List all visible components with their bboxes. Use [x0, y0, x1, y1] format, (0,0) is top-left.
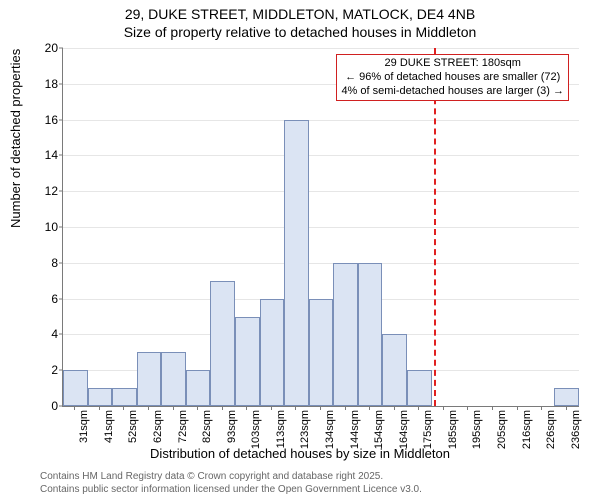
x-tick-label: 31sqm [78, 410, 90, 443]
y-tick-label: 18 [34, 77, 58, 91]
x-tick-label: 123sqm [299, 410, 311, 449]
x-tick-mark [517, 406, 518, 410]
x-tick-mark [443, 406, 444, 410]
x-tick-mark [271, 406, 272, 410]
x-tick-mark [394, 406, 395, 410]
bar [382, 334, 407, 406]
x-tick-mark [99, 406, 100, 410]
x-tick-mark [345, 406, 346, 410]
x-tick-mark [492, 406, 493, 410]
chart-title: 29, DUKE STREET, MIDDLETON, MATLOCK, DE4… [0, 6, 600, 41]
x-tick-mark [541, 406, 542, 410]
footer-line-2: Contains public sector information licen… [40, 484, 422, 497]
y-tick-label: 20 [34, 41, 58, 55]
x-tick-mark [74, 406, 75, 410]
bar [260, 299, 285, 406]
x-tick-mark [418, 406, 419, 410]
x-tick-label: 154sqm [373, 410, 385, 449]
x-axis-label: Distribution of detached houses by size … [0, 446, 600, 461]
x-tick-label: 226sqm [545, 410, 557, 449]
bar [407, 370, 432, 406]
annotation-line-2: ← 96% of detached houses are smaller (72… [341, 71, 564, 85]
x-tick-label: 205sqm [496, 410, 508, 449]
x-tick-label: 72sqm [177, 410, 189, 443]
bar [284, 120, 309, 406]
x-tick-label: 164sqm [398, 410, 410, 449]
x-tick-mark [320, 406, 321, 410]
reference-line [434, 48, 436, 406]
x-tick-label: 41sqm [103, 410, 115, 443]
x-tick-label: 195sqm [471, 410, 483, 449]
y-axis-label: Number of detached properties [8, 49, 23, 228]
bar [358, 263, 383, 406]
x-tick-mark [295, 406, 296, 410]
footer-attribution: Contains HM Land Registry data © Crown c… [40, 471, 422, 496]
x-tick-mark [123, 406, 124, 410]
x-tick-mark [173, 406, 174, 410]
bar [554, 388, 579, 406]
y-tick-label: 8 [34, 256, 58, 270]
bar [186, 370, 211, 406]
y-tick-label: 14 [34, 148, 58, 162]
y-tick-label: 16 [34, 113, 58, 127]
x-tick-mark [197, 406, 198, 410]
y-tick-label: 2 [34, 363, 58, 377]
plot-area: 29 DUKE STREET: 180sqm ← 96% of detached… [62, 48, 579, 407]
x-tick-mark [369, 406, 370, 410]
x-tick-label: 82sqm [201, 410, 213, 443]
x-tick-label: 175sqm [422, 410, 434, 449]
title-line-1: 29, DUKE STREET, MIDDLETON, MATLOCK, DE4… [0, 6, 600, 24]
bar [161, 352, 186, 406]
bar [309, 299, 334, 406]
bar [137, 352, 162, 406]
title-line-2: Size of property relative to detached ho… [0, 24, 600, 42]
bar [112, 388, 137, 406]
bars [63, 48, 579, 406]
bar [210, 281, 235, 406]
bar [333, 263, 358, 406]
y-tick-label: 6 [34, 292, 58, 306]
x-tick-label: 52sqm [127, 410, 139, 443]
annotation-box: 29 DUKE STREET: 180sqm ← 96% of detached… [336, 54, 569, 101]
annotation-line-3: 4% of semi-detached houses are larger (3… [341, 85, 564, 99]
x-tick-label: 103sqm [250, 410, 262, 449]
x-tick-mark [246, 406, 247, 410]
annotation-line-1: 29 DUKE STREET: 180sqm [341, 57, 564, 71]
x-tick-label: 236sqm [570, 410, 582, 449]
y-tick-label: 12 [34, 184, 58, 198]
x-tick-label: 216sqm [521, 410, 533, 449]
y-tick-label: 10 [34, 220, 58, 234]
chart-container: 29, DUKE STREET, MIDDLETON, MATLOCK, DE4… [0, 0, 600, 500]
x-tick-label: 62sqm [152, 410, 164, 443]
x-tick-mark [467, 406, 468, 410]
x-tick-mark [222, 406, 223, 410]
x-tick-label: 144sqm [349, 410, 361, 449]
x-tick-mark [148, 406, 149, 410]
y-tick-label: 4 [34, 327, 58, 341]
x-tick-label: 134sqm [324, 410, 336, 449]
footer-line-1: Contains HM Land Registry data © Crown c… [40, 471, 422, 484]
x-tick-mark [566, 406, 567, 410]
x-tick-label: 113sqm [275, 410, 287, 448]
bar [235, 317, 260, 407]
bar [63, 370, 88, 406]
bar [88, 388, 113, 406]
x-tick-label: 93sqm [226, 410, 238, 443]
x-tick-label: 185sqm [447, 410, 459, 449]
y-tick-label: 0 [34, 399, 58, 413]
